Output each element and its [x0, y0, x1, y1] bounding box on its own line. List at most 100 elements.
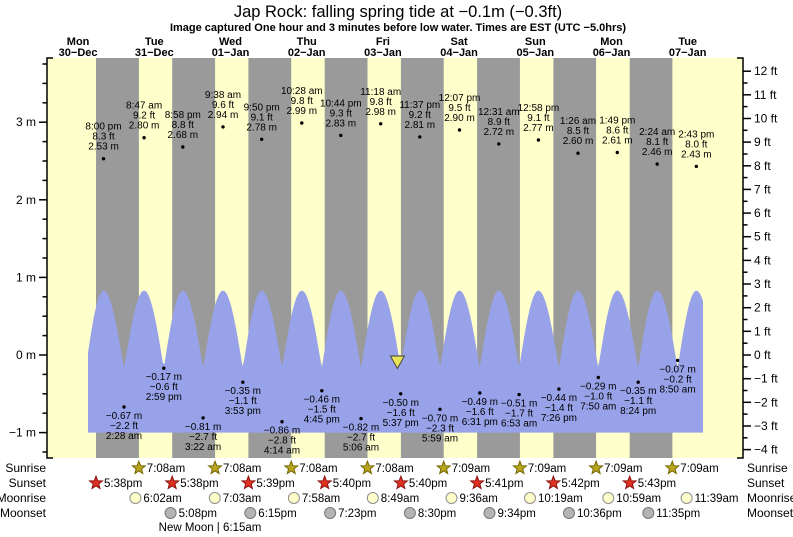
moonrise-time-label: 10:19am [538, 493, 583, 505]
sunset-row-label-left: Sunset [9, 476, 47, 490]
tide-point-dot [517, 392, 521, 397]
sunset-star-icon [240, 474, 257, 490]
tide-point-dot [655, 162, 659, 166]
low-tide-annotation: −0.44 m−1.4 ft7:26 pm [541, 387, 577, 424]
right-axis-label: 2 ft [754, 301, 771, 315]
moonset-time-label: 11:35pm [656, 508, 700, 520]
tide-annotation-line: 7:26 pm [541, 413, 577, 424]
moonrise-row-label-left: Moonrise [0, 491, 46, 505]
tide-point-dot [280, 420, 284, 424]
tide-annotation-line: 4:45 pm [304, 415, 340, 426]
moonset-row-label-left: Moonset [0, 506, 47, 520]
tide-annotation-line: 8:24 pm [620, 406, 656, 417]
sunset-star-icon [545, 474, 562, 490]
sunset-time-label: 5:38pm [180, 478, 218, 490]
tide-annotation-line: 2.83 m [326, 118, 357, 129]
tide-annotation-line: 2.98 m [365, 107, 396, 118]
high-tide-annotation: 12:07 pm9.5 ft2.90 m [439, 93, 481, 132]
page-subtitle: Image captured One hour and 3 minutes be… [170, 22, 626, 34]
day-date-label: 30−Dec [59, 47, 98, 59]
moonrise-time-label: 7:58am [302, 493, 340, 505]
sunset-star-icon [88, 474, 104, 490]
high-tide-annotation: 12:58 pm9.1 ft2.77 m [518, 103, 559, 142]
high-tide-annotation: 8:00 pm8.3 ft2.53 m [85, 122, 122, 161]
tide-annotation-line: 2.60 m [563, 136, 594, 147]
high-tide-annotation: 1:49 pm8.6 ft2.61 m [599, 116, 635, 155]
tide-annotation-line: 4:14 am [264, 446, 300, 457]
left-axis-label: 1 m [16, 270, 36, 284]
sunrise-time-label: 7:09am [452, 463, 490, 475]
moonrise-time-label: 7:03am [223, 493, 261, 505]
moonset-moon-icon [403, 507, 416, 519]
high-tide-annotation: 9:38 am9.6 ft2.94 m [205, 90, 241, 129]
tide-annotation-line: 9.1 ft [527, 113, 549, 124]
sunset-star-icon [316, 474, 333, 490]
tide-annotation-line: 2.78 m [246, 122, 277, 133]
tide-point-dot [142, 136, 146, 140]
tide-point-dot [339, 133, 343, 138]
tide-annotation-line: 3:53 pm [225, 406, 261, 417]
low-tide-annotation: −0.86 m−2.8 ft4:14 am [264, 420, 300, 457]
tide-annotation-line: 9.2 ft [409, 110, 431, 121]
moonset-time-label: 10:36pm [577, 508, 622, 520]
tide-annotation-line: −0.82 m [343, 423, 379, 434]
tide-annotation-line: 8.1 ft [646, 137, 668, 148]
tide-annotation-line: 9.8 ft [370, 97, 392, 108]
sunrise-time-label: 7:08am [223, 463, 261, 475]
tide-annotation-line: 9:38 am [205, 90, 241, 101]
day-date-label: 31−Dec [135, 47, 174, 59]
tide-annotation-line: 2.61 m [602, 136, 633, 147]
tide-annotation-line: 2.46 m [642, 147, 673, 158]
tide-annotation-line: 12:31 am [478, 107, 520, 118]
tide-annotation-line: −0.6 ft [150, 382, 178, 393]
right-axis-label: 9 ft [754, 135, 771, 149]
low-tide-annotation: −0.35 m−1.1 ft3:53 pm [225, 380, 261, 417]
sunrise-time-label: 7:08am [147, 463, 185, 475]
tide-annotation-line: −1.5 ft [308, 405, 336, 416]
tide-annotation-line: 8:47 am [126, 101, 162, 112]
tide-annotation-line: 6:53 am [501, 419, 537, 430]
sunset-time-label: 5:38pm [104, 478, 142, 490]
tide-annotation-line: 6:31 pm [462, 417, 498, 428]
tide-annotation-line: 1:26 am [560, 116, 596, 127]
moon-phase-note: New Moon | 6:15am [159, 522, 262, 534]
tide-annotation-line: 9:50 pm [244, 102, 280, 113]
tide-annotation-line: 2:28 am [106, 431, 142, 442]
tide-annotation-line: 2.90 m [444, 113, 475, 124]
high-tide-annotation: 10:28 am9.8 ft2.99 m [281, 86, 323, 125]
day-date-label: 05−Jan [516, 47, 554, 59]
tide-annotation-line: 8.3 ft [92, 132, 114, 143]
day-name-label: Tue [678, 36, 697, 48]
high-tide-annotation: 2:43 pm8.0 ft2.43 m [678, 129, 714, 169]
high-tide-annotation: 8:58 pm8.8 ft2.68 m [165, 110, 201, 149]
sunrise-row-label-right: Sunrise [747, 461, 788, 475]
tide-annotation-line: −2.7 ft [347, 433, 375, 444]
sunset-star-icon [621, 474, 638, 490]
sunset-row-label-right: Sunset [747, 476, 785, 490]
sunset-time-label: 5:43pm [638, 478, 676, 490]
tide-annotation-line: −0.49 m [462, 397, 498, 408]
tide-annotation-line: −0.70 m [422, 413, 458, 424]
tide-annotation-line: −1.1 ft [624, 396, 652, 407]
axes [39, 57, 751, 459]
tide-point-dot [241, 380, 245, 384]
tide-annotation-line: −0.29 m [580, 382, 616, 393]
tide-point-dot [675, 358, 680, 363]
tide-point-dot [694, 164, 698, 169]
sunrise-time-label: 7:08am [375, 463, 413, 475]
day-name-label: Mon [600, 36, 623, 48]
moonset-row-label-right: Moonset [747, 506, 793, 520]
tide-point-dot [536, 138, 541, 142]
tide-annotation-line: 12:07 pm [439, 93, 481, 104]
sunrise-time-label: 7:09am [604, 463, 642, 475]
tide-annotation-line: 8:58 pm [165, 110, 201, 121]
tide-annotation-line: −2.2 ft [110, 421, 138, 432]
tide-annotation-line: −2.7 ft [189, 432, 217, 443]
tide-point-dot [379, 122, 383, 126]
high-tide-annotation: 11:37 pm9.2 ft2.81 m [399, 100, 440, 139]
sunrise-star-icon [664, 459, 681, 475]
tide-annotation-line: −0.35 m [620, 386, 656, 397]
